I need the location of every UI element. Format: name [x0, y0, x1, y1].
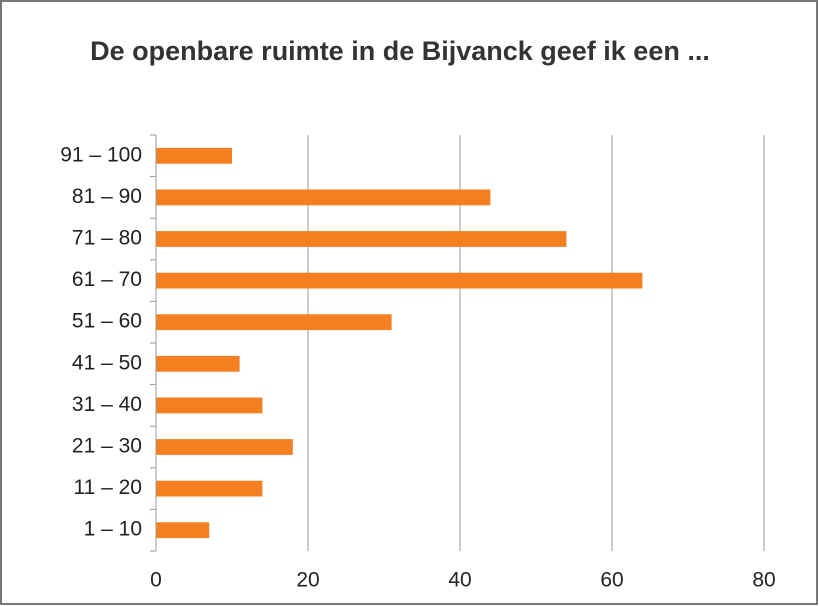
- bar: [156, 439, 293, 455]
- bar: [156, 314, 392, 331]
- x-tick-label: 40: [448, 569, 471, 592]
- bar: [156, 355, 240, 372]
- bar: [156, 231, 567, 247]
- y-tick-label: 51 – 60: [72, 310, 142, 333]
- y-tick-label: 91 – 100: [60, 143, 142, 166]
- bar: [156, 397, 263, 414]
- x-tick-label: 80: [752, 569, 775, 592]
- bar: [156, 522, 210, 539]
- chart-title: De openbare ruimte in de Bijvanck geef i…: [90, 36, 710, 66]
- x-tick-label: 60: [600, 569, 623, 592]
- bar: [156, 272, 643, 289]
- bar: [156, 147, 232, 164]
- y-tick-label: 21 – 30: [72, 435, 142, 458]
- y-tick-label: 81 – 90: [72, 185, 142, 208]
- y-tick-label: 31 – 40: [72, 393, 142, 416]
- y-tick-label: 1 – 10: [84, 518, 142, 541]
- bar: [156, 480, 263, 497]
- y-tick-label: 71 – 80: [72, 227, 142, 250]
- y-tick-label: 41 – 50: [72, 351, 142, 374]
- x-tick-label: 0: [150, 569, 162, 592]
- bar: [156, 189, 491, 206]
- y-tick-label: 11 – 20: [73, 476, 142, 499]
- y-tick-label: 61 – 70: [72, 268, 142, 291]
- x-tick-label: 20: [296, 569, 319, 592]
